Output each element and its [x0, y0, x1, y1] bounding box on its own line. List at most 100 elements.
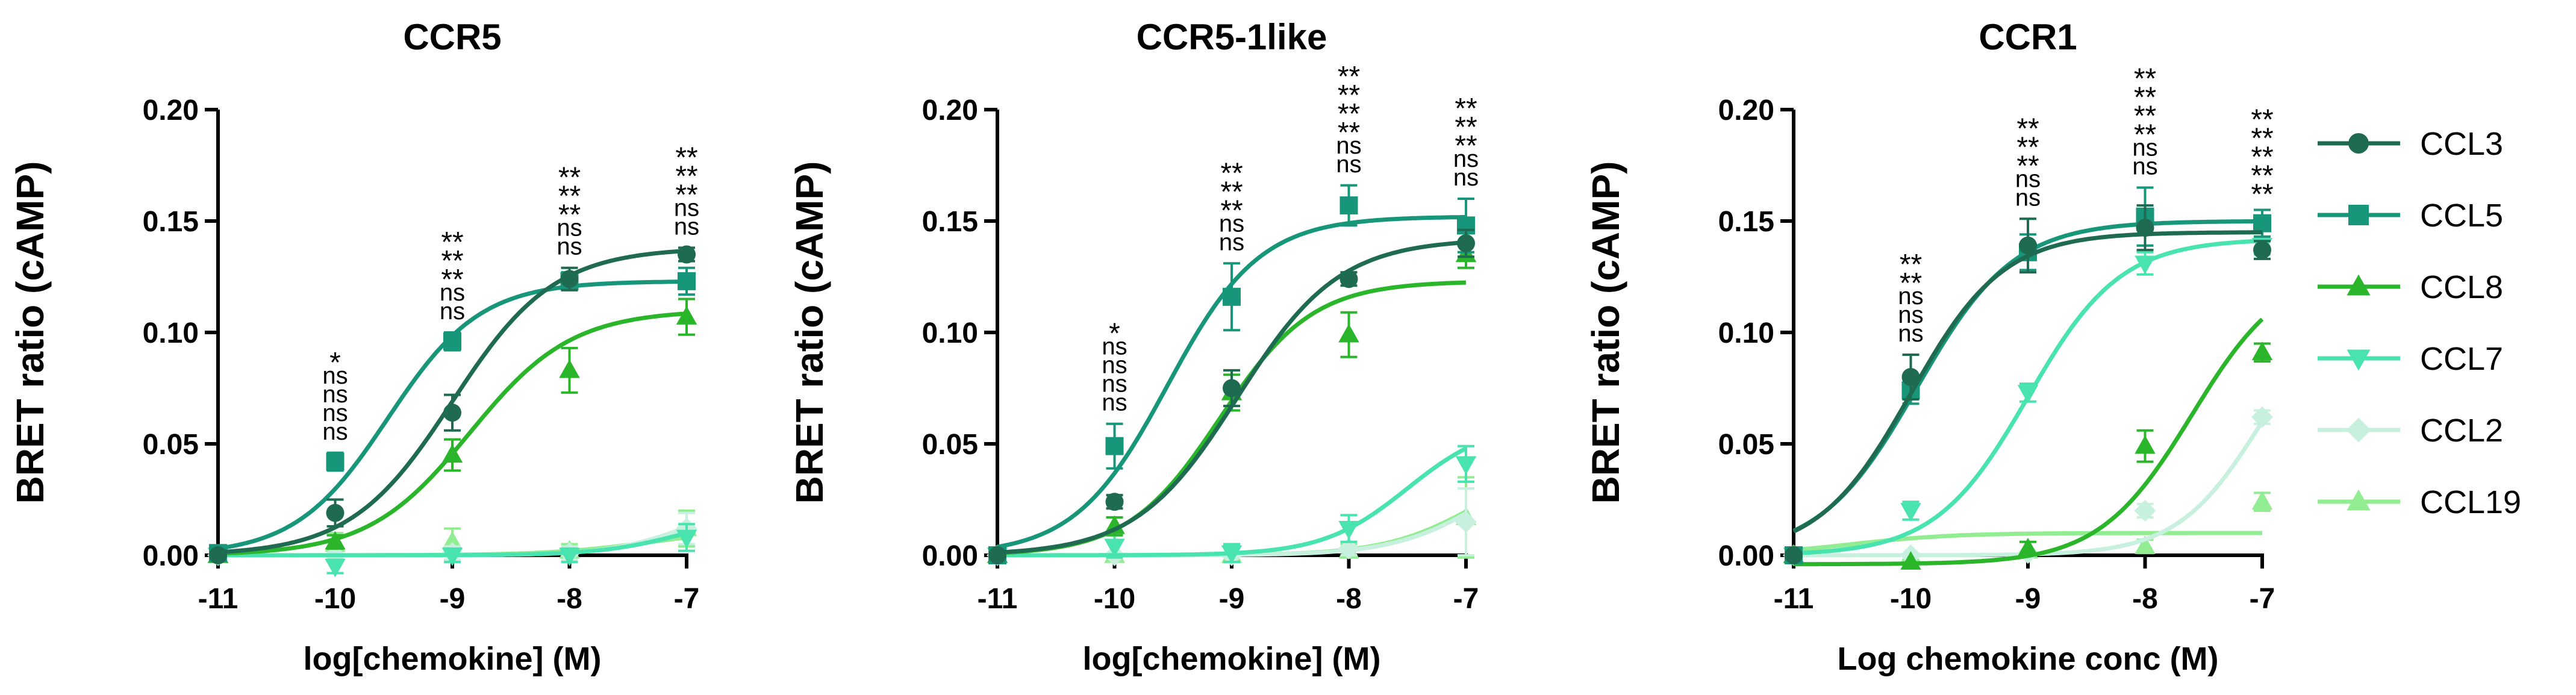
data-point	[1104, 515, 1125, 534]
legend-marker	[2347, 274, 2371, 296]
significance-stars: *	[329, 347, 341, 379]
data-point	[1223, 287, 1241, 306]
fit-curve	[1793, 531, 2262, 552]
significance-ns: ns	[1453, 164, 1479, 191]
significance-ns: ns	[1102, 371, 1127, 397]
significance-stars: **	[1338, 98, 1360, 130]
data-point	[441, 531, 463, 550]
data-point	[2253, 214, 2271, 232]
y-tick-label: 0.15	[922, 206, 978, 238]
chart-title: CCR5-1like	[1137, 17, 1327, 57]
data-point	[441, 444, 463, 463]
x-tick-label: -10	[314, 583, 356, 615]
significance-ns: ns	[1336, 151, 1361, 178]
significance-stars: **	[2134, 82, 2156, 114]
y-tick-label: 0.20	[143, 95, 199, 126]
x-tick-label: -9	[1219, 583, 1245, 615]
data-point	[560, 270, 579, 288]
significance-stars: **	[1220, 195, 1243, 226]
significance-ns: ns	[322, 400, 348, 426]
x-axis-label: log[chemokine] (M)	[1083, 641, 1381, 677]
significance-stars: **	[441, 226, 463, 258]
data-point	[209, 546, 227, 564]
significance-ns: ns	[2015, 166, 2041, 192]
significance-stars: **	[1220, 157, 1243, 189]
significance-annotation: **********	[2251, 104, 2273, 211]
y-tick-label: 0.00	[1718, 540, 1774, 572]
y-tick-label: 0.15	[1718, 206, 1774, 238]
significance-stars: **	[1455, 130, 1477, 162]
y-axis-label: BRET ratio (cAMP)	[8, 161, 52, 504]
significance-stars: **	[1455, 93, 1477, 125]
significance-stars: **	[2251, 104, 2273, 136]
legend-item-ccl7: CCL7	[2318, 341, 2503, 377]
y-tick-label: 0.20	[1718, 95, 1774, 126]
data-point	[1339, 270, 1358, 288]
data-point	[1221, 545, 1243, 564]
significance-ns: ns	[2132, 154, 2157, 180]
x-tick-label: -8	[557, 583, 582, 615]
data-point	[1785, 546, 1803, 564]
data-point	[1455, 456, 1477, 475]
significance-stars: **	[1338, 79, 1360, 111]
significance-ns: ns	[322, 419, 348, 445]
legend-marker	[2347, 349, 2371, 371]
x-tick-label: -9	[440, 583, 466, 615]
significance-ns: ns	[2015, 184, 2041, 211]
x-tick-label: -11	[978, 583, 1018, 615]
significance-stars: **	[2016, 150, 2039, 182]
y-tick-label: 0.05	[1718, 429, 1774, 461]
x-tick-label: -7	[674, 583, 700, 615]
series-ccl3	[209, 245, 696, 564]
significance-stars: **	[2251, 142, 2273, 173]
legend-item-ccl8: CCL8	[2318, 269, 2503, 305]
data-point	[325, 531, 346, 550]
significance-ns: ns	[1453, 146, 1479, 172]
data-point	[2017, 385, 2039, 404]
significance-ns: ns	[440, 298, 465, 325]
data-point	[2251, 341, 2273, 361]
legend-label: CCL2	[2420, 413, 2503, 449]
legend-label: CCL5	[2420, 198, 2503, 234]
chart-title: CCR1	[1979, 17, 2077, 57]
data-point	[2019, 236, 2037, 255]
significance-stars: **	[1220, 176, 1243, 208]
data-point	[676, 306, 697, 325]
data-point	[1457, 234, 1475, 252]
legend-label: CCL8	[2420, 269, 2503, 305]
data-point	[325, 558, 346, 578]
x-tick-label: -10	[1094, 583, 1135, 615]
significance-stars: **	[1338, 61, 1360, 93]
chart-panel-1: CCR5 0.00 0.05 0.10 0.15 0.20 -11 -10 -9 -8 -7 log[…	[8, 17, 699, 677]
significance-stars: **	[2251, 179, 2273, 211]
significance-ns: ns	[557, 215, 582, 242]
significance-stars: **	[558, 181, 581, 213]
x-tick-label: -11	[1774, 583, 1814, 615]
significance-stars: **	[1900, 249, 1922, 281]
legend-item-ccl2: CCL2	[2318, 413, 2503, 449]
significance-stars: **	[2016, 131, 2039, 163]
significance-ns: ns	[1102, 352, 1127, 379]
x-tick-label: -11	[198, 583, 239, 615]
data-point	[2135, 535, 2156, 554]
series-ccl3	[1785, 204, 2271, 564]
significance-stars: **	[2016, 113, 2039, 145]
legend: CCL3 CCL5 CCL8 CCL7 CCL2 CCL19	[2318, 126, 2521, 520]
data-point	[2251, 406, 2273, 428]
y-tick-label: 0.05	[922, 429, 978, 461]
data-point	[2251, 491, 2273, 510]
legend-label: CCL19	[2420, 484, 2521, 520]
legend-marker	[2348, 205, 2369, 225]
data-point	[1900, 551, 1921, 570]
y-tick-label: 0.10	[143, 317, 199, 349]
legend-item-ccl5: CCL5	[2318, 198, 2503, 234]
data-point	[1105, 437, 1124, 455]
data-point	[443, 404, 461, 422]
